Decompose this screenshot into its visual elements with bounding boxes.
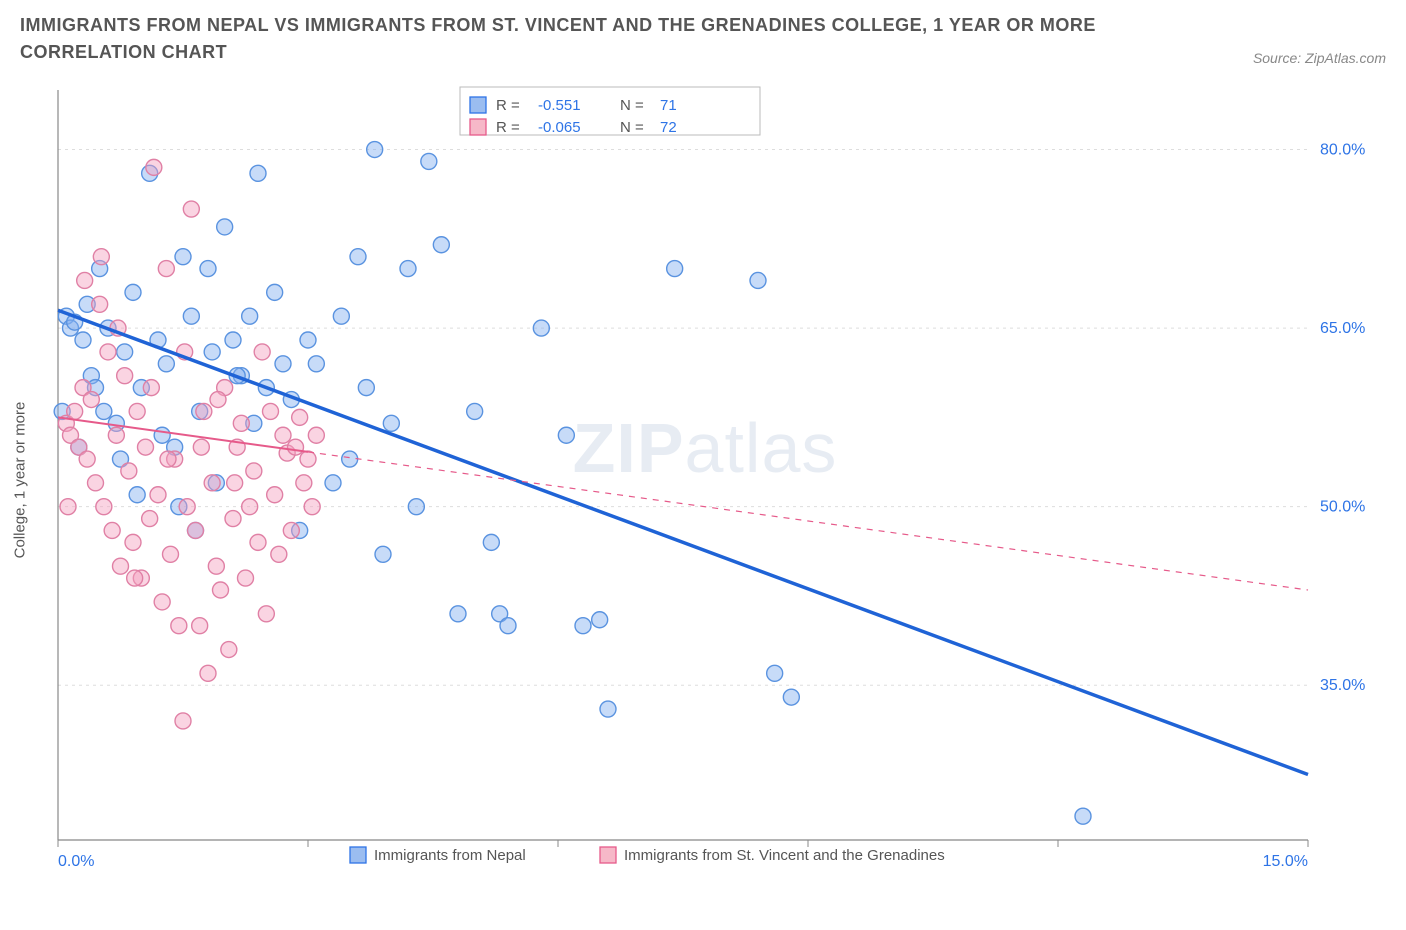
svg-text:R =: R =	[496, 97, 520, 114]
scatter-chart: 35.0% 50.0% 65.0% 80.0% 0.0% 15.0% R = -0.551 N …	[30, 85, 1380, 875]
y-axis-label: College, 1 year or more	[12, 402, 29, 559]
svg-text:65.0%: 65.0%	[1320, 320, 1365, 337]
svg-text:Immigrants from Nepal: Immigrants from Nepal	[374, 847, 526, 864]
svg-text:80.0%: 80.0%	[1320, 142, 1365, 159]
svg-text:15.0%: 15.0%	[1263, 853, 1308, 870]
svg-text:71: 71	[660, 97, 677, 114]
chart-area: College, 1 year or more ZIPatlas 35.0%50…	[30, 85, 1380, 875]
svg-text:-0.551: -0.551	[538, 97, 581, 114]
source-label: Source: ZipAtlas.com	[1253, 50, 1386, 66]
svg-text:-0.065: -0.065	[538, 119, 581, 136]
svg-text:R =: R =	[496, 119, 520, 136]
svg-text:N =: N =	[620, 119, 644, 136]
svg-text:N =: N =	[620, 97, 644, 114]
chart-title: IMMIGRANTS FROM NEPAL VS IMMIGRANTS FROM…	[20, 12, 1140, 66]
svg-text:72: 72	[660, 119, 677, 136]
svg-text:Immigrants from St. Vincent an: Immigrants from St. Vincent and the Gren…	[624, 847, 945, 864]
svg-text:50.0%: 50.0%	[1320, 499, 1365, 516]
svg-text:0.0%: 0.0%	[58, 853, 94, 870]
svg-text:35.0%: 35.0%	[1320, 677, 1365, 694]
